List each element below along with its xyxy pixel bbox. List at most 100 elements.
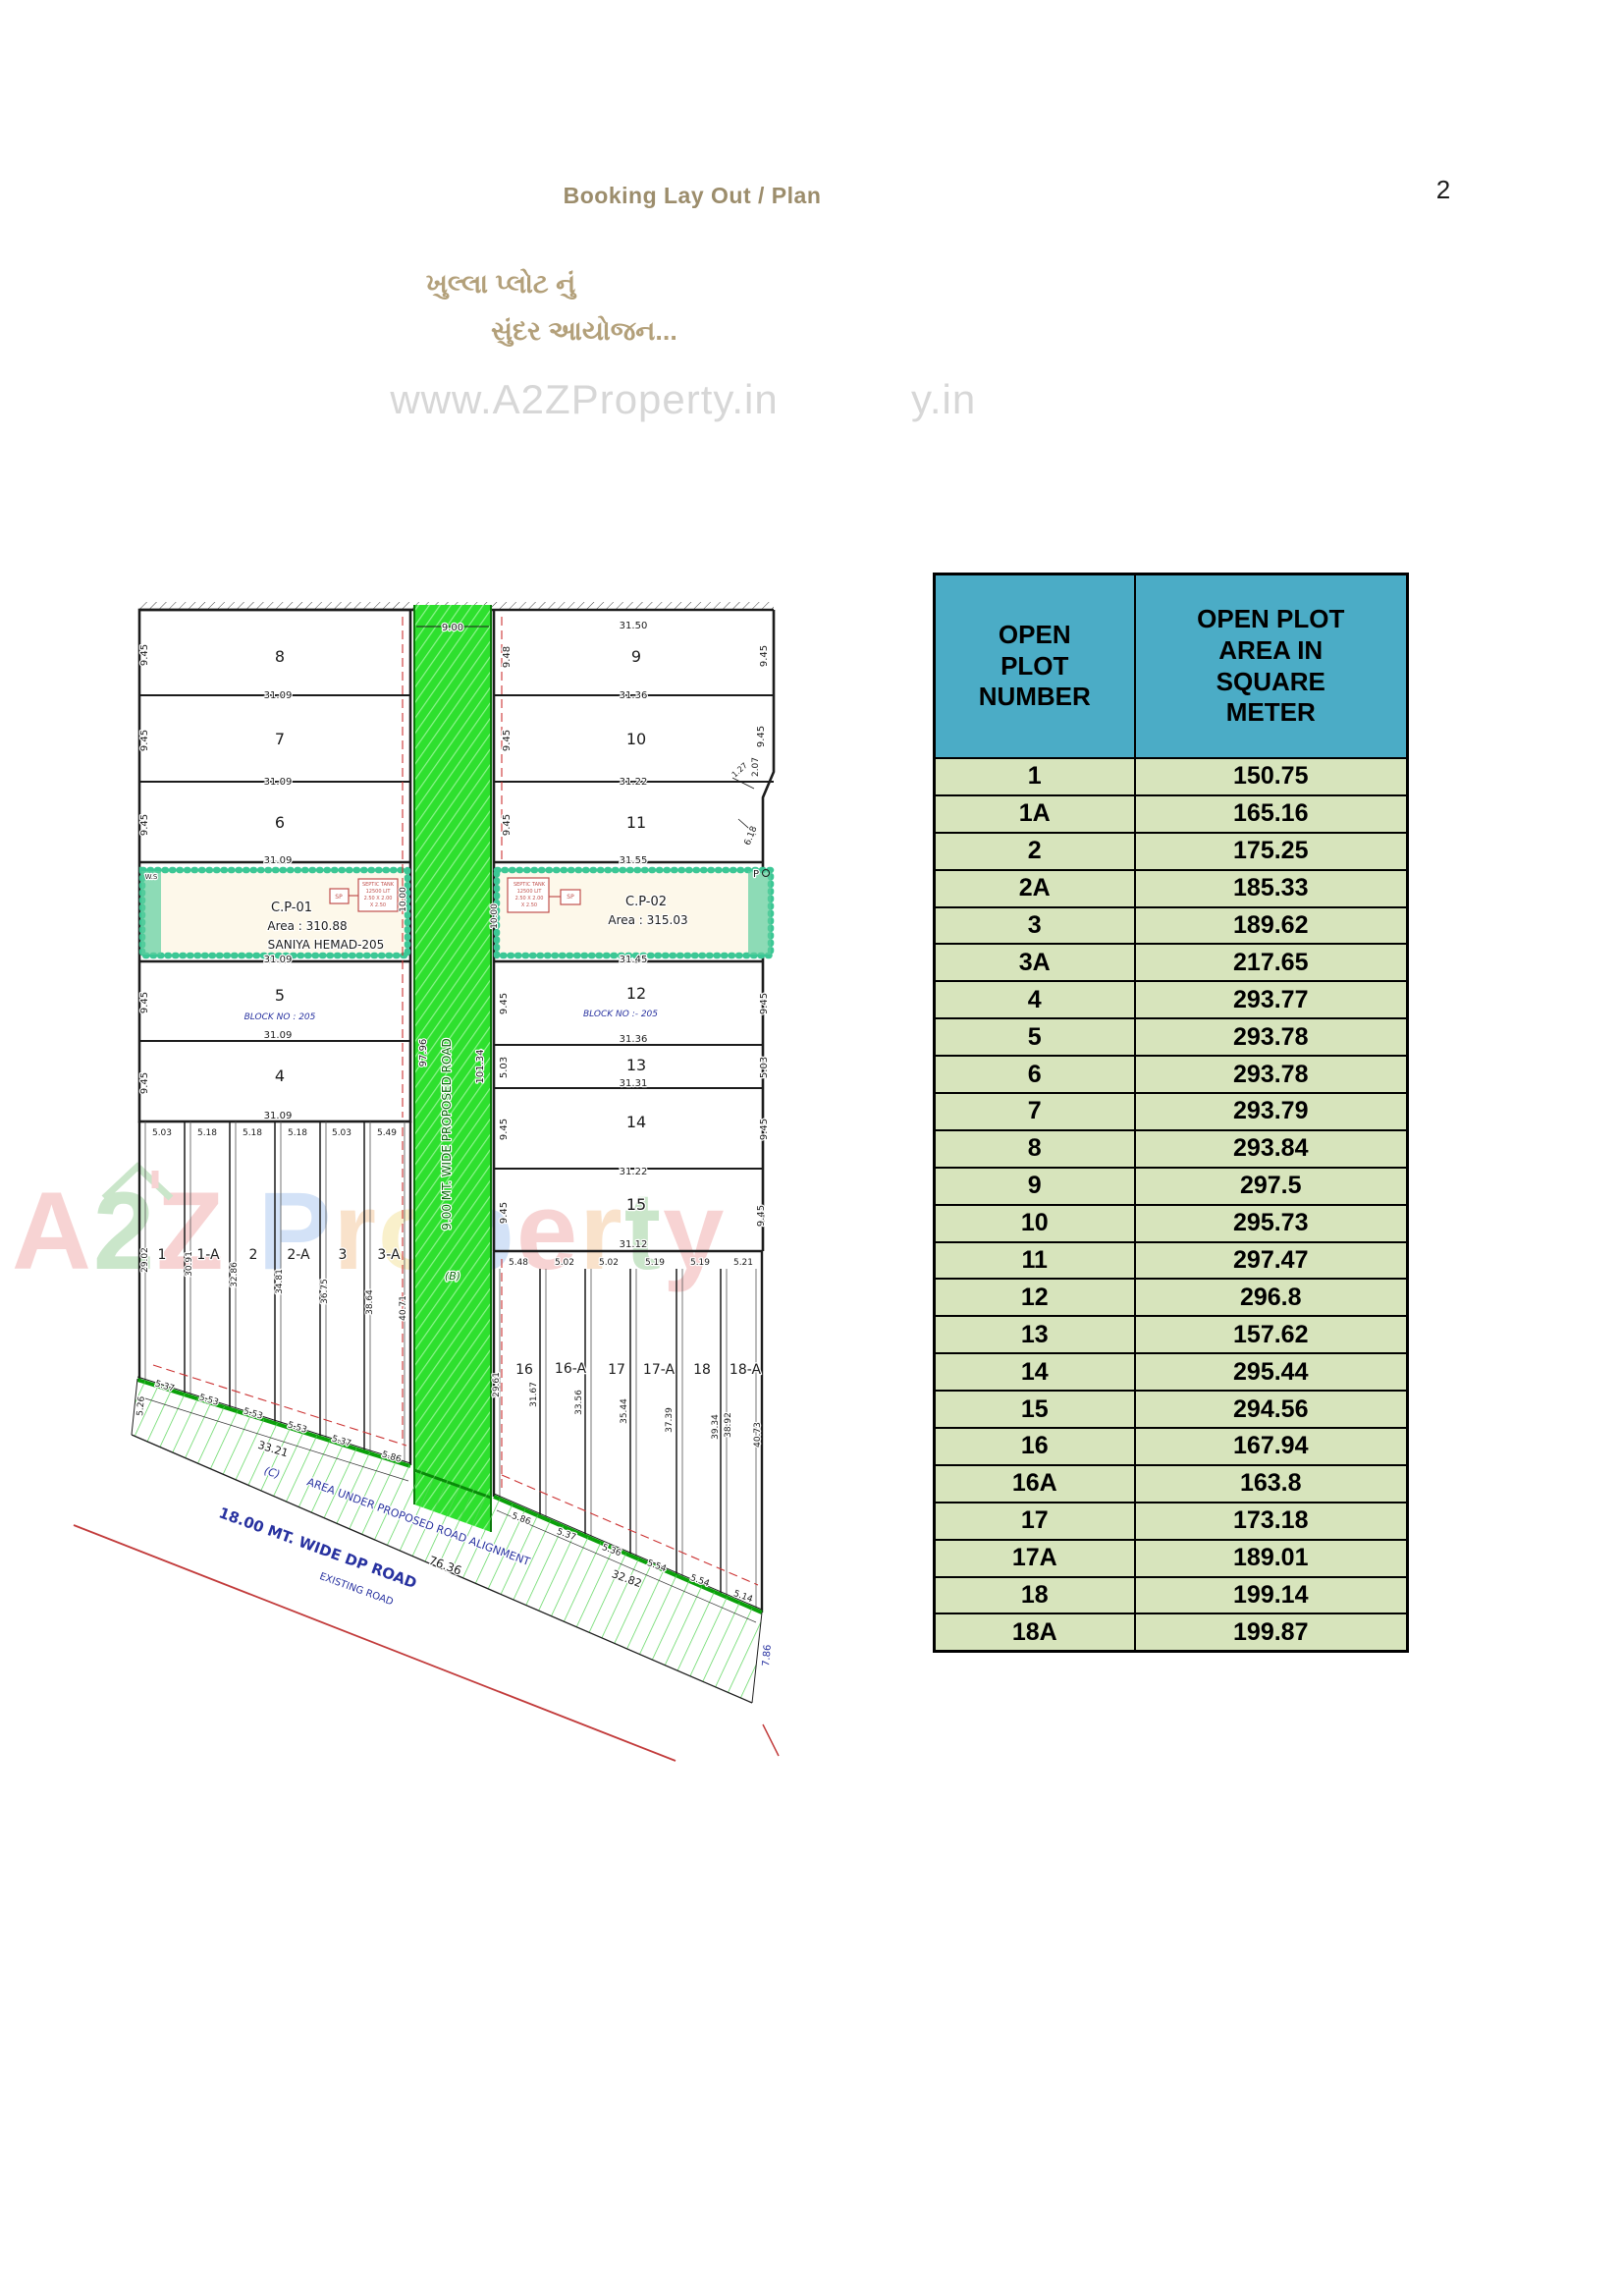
plan-label: 18 [693, 1362, 711, 1378]
plan-label: 9.00 [442, 623, 463, 633]
table-row: 18 199.14 [933, 1575, 1409, 1615]
dim-line-33-21 [144, 1397, 409, 1482]
plan-label: BLOCK NO : 205 [244, 1012, 316, 1022]
cell-plot-area: 297.47 [1133, 1240, 1409, 1281]
header-line: OPEN [998, 619, 1071, 649]
proposed-road [413, 605, 492, 1532]
strip-bottom-dimline [493, 1493, 763, 1611]
dim-line-32-82 [496, 1509, 757, 1623]
plan-label: 40.71 [399, 1295, 408, 1321]
plan-label: 9.48 [502, 646, 513, 668]
cell-plot-area: 293.77 [1133, 980, 1409, 1020]
centerlines [152, 617, 759, 1586]
plan-label: 31.55 [620, 855, 648, 866]
cell-plot-area: 163.8 [1133, 1463, 1409, 1503]
a2z-watermark-letter: 2 [92, 1170, 157, 1292]
table-row: 13 157.62 [933, 1315, 1409, 1355]
table-row: 14 295.44 [933, 1352, 1409, 1393]
plan-label: 5.18 [243, 1128, 262, 1138]
septic-tank-box [507, 877, 550, 913]
table-row: 7 293.79 [933, 1092, 1409, 1131]
cell-plot-area: 199.87 [1133, 1613, 1409, 1653]
plan-label: 16 [515, 1362, 533, 1378]
plan-label: 5.03 [499, 1057, 510, 1078]
plan-label: 1 [158, 1247, 167, 1263]
gujarati-subtitle-line1: ખુલ્લા પ્લોટ નું [425, 269, 576, 299]
plan-label: 101.34 [475, 1050, 486, 1084]
cell-plot-area: 296.8 [1133, 1278, 1409, 1318]
plan-label: 31.45 [620, 955, 648, 965]
table-row: 17 173.18 [933, 1501, 1409, 1541]
open-plot-table-head: OPEN PLOT NUMBER OPEN PLOT AREA IN SQUAR… [933, 573, 1409, 759]
plan-label: 5.18 [197, 1128, 217, 1138]
plan-label: 1.27 [730, 761, 749, 780]
plan-label: P [753, 869, 759, 880]
table-row: 4 293.77 [933, 980, 1409, 1020]
table-row: 2 175.25 [933, 831, 1409, 871]
plan-label: 14 [626, 1113, 646, 1131]
plan-label: 4 [275, 1066, 285, 1085]
header-line: METER [1225, 697, 1316, 728]
dp-road-tick [762, 1723, 780, 1757]
cell-plot-area: 293.84 [1133, 1128, 1409, 1169]
open-plot-table: OPEN PLOT NUMBER OPEN PLOT AREA IN SQUAR… [933, 573, 1409, 1654]
road-fill [414, 605, 491, 1532]
cell-plot-area: 293.78 [1133, 1055, 1409, 1095]
plan-label: SEPTIC TANK [514, 882, 546, 888]
header-line: AREA IN [1218, 634, 1324, 665]
plan-label: 31.36 [620, 690, 648, 701]
col-header-plot-number: OPEN PLOT NUMBER [933, 573, 1136, 759]
dp-road [73, 1524, 780, 1762]
plan-label: 36.75 [320, 1279, 330, 1304]
plan-label: (B) [445, 1270, 460, 1283]
site-watermark: www.A2ZProperty.in [390, 376, 779, 422]
plan-label: 9.45 [759, 1119, 770, 1140]
plan-label: Area : 310.88 [267, 919, 347, 933]
gujarati-subtitle-line2: સુંદર આયોજન... [491, 316, 677, 346]
table-row: 3A 217.65 [933, 943, 1409, 983]
cell-plot-number: 8 [933, 1128, 1136, 1169]
cell-plot-number: 17A [933, 1538, 1136, 1578]
plan-label: 31.67 [529, 1382, 539, 1407]
cell-plot-area: 157.62 [1133, 1315, 1409, 1355]
plan-label: 11 [626, 813, 646, 832]
layout-plan-drawing: 8 31.09 7 31.09 6 31.09 9.45 9.45 9.45 W.S C.P-01 A… [73, 602, 780, 1762]
cell-plot-number: 14 [933, 1352, 1136, 1393]
plan-label: 5.02 [599, 1258, 619, 1268]
plan-label: 31.12 [620, 1239, 648, 1250]
centerline-slant [501, 1474, 759, 1586]
header-line: NUMBER [978, 682, 1091, 712]
plan-label: 5.19 [690, 1258, 710, 1268]
cell-plot-area: 199.14 [1133, 1575, 1409, 1615]
plan-label: 31.09 [264, 690, 293, 701]
open-plot-table-body: 1 150.75 1A 165.16 2 175.25 2A 185.33 3 189.62 3A 2… [933, 757, 1409, 1653]
plan-label: 9.45 [756, 1205, 767, 1227]
cell-plot-area: 294.56 [1133, 1390, 1409, 1430]
common-plot-2 [493, 866, 775, 959]
plan-label: 29.02 [140, 1247, 150, 1273]
plan-label: 10.00 [399, 887, 408, 912]
parking-symbol-icon [762, 869, 770, 877]
plan-label: X 2.50 [521, 902, 537, 908]
plan-label: 13 [626, 1056, 646, 1074]
table-row: 10 295.73 [933, 1203, 1409, 1243]
right-block-right-edge [761, 610, 776, 1251]
plan-label: 39.34 [711, 1414, 721, 1440]
table-row: 5 293.78 [933, 1017, 1409, 1058]
plan-label: 1-A [196, 1247, 220, 1263]
site-watermark-tail: y.in [911, 376, 977, 422]
plan-label: Area : 315.03 [608, 913, 687, 927]
plan-label: 10 [626, 730, 646, 748]
cell-plot-number: 13 [933, 1315, 1136, 1355]
table-row: 1A 165.16 [933, 793, 1409, 834]
plan-label: 2.50 X 2.00 [364, 896, 393, 902]
chamfer-leader-lines [731, 777, 757, 836]
plan-label: 32.86 [230, 1262, 240, 1287]
plan-label: 9.45 [139, 730, 150, 751]
a2z-watermark-letter: r [579, 1170, 624, 1292]
plan-label: 12500 LIT [366, 889, 392, 895]
header-row: OPEN PLOT NUMBER OPEN PLOT AREA IN SQUAR… [933, 573, 1409, 759]
plan-label: 15 [626, 1195, 646, 1214]
plan-label: 17 [608, 1362, 625, 1378]
plan-label: 3-A [377, 1247, 401, 1263]
